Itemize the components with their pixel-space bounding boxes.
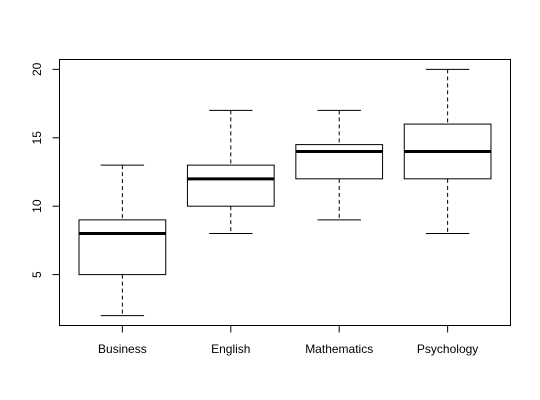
- y-tick-label: 15: [30, 131, 44, 145]
- x-tick-label: Business: [98, 342, 147, 356]
- y-tick-label: 20: [30, 62, 44, 76]
- y-tick-label: 5: [30, 271, 44, 278]
- box-business: [78, 164, 167, 317]
- iqr-box: [186, 164, 275, 207]
- y-axis: 5 10 15 20: [30, 62, 60, 278]
- box-psychology: [403, 68, 492, 235]
- plot-frame: [59, 59, 511, 326]
- iqr-box: [78, 219, 167, 276]
- iqr-box: [295, 144, 384, 180]
- x-tick-label: English: [211, 342, 250, 356]
- x-axis-labels: Business English Mathematics Psychology: [98, 325, 478, 356]
- box-mathematics: [295, 109, 384, 221]
- y-tick-label: 10: [30, 199, 44, 213]
- box-group: [78, 68, 492, 317]
- box-english: [186, 109, 275, 235]
- x-tick-label: Mathematics: [305, 342, 373, 356]
- x-tick-label: Psychology: [417, 342, 478, 356]
